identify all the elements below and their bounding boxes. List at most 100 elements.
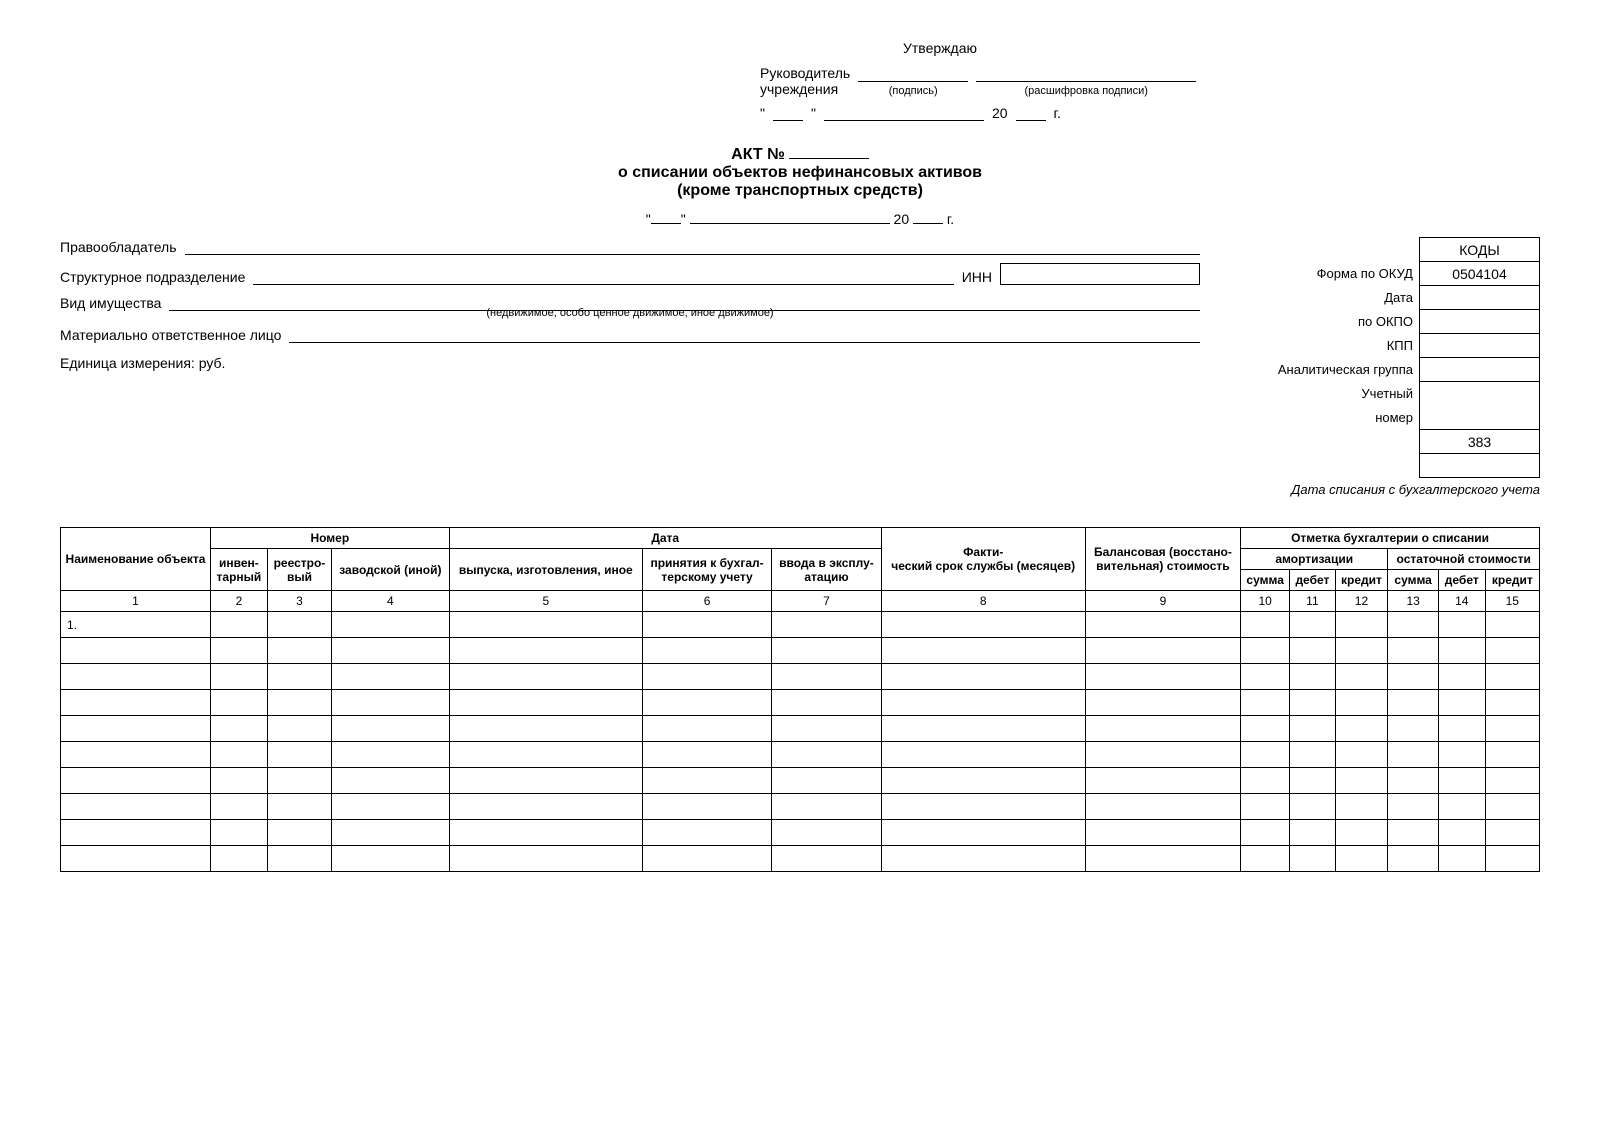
table-cell[interactable] bbox=[1485, 716, 1539, 742]
table-cell[interactable] bbox=[1485, 664, 1539, 690]
table-cell[interactable] bbox=[772, 794, 882, 820]
table-cell[interactable] bbox=[61, 768, 211, 794]
table-cell[interactable] bbox=[1438, 638, 1485, 664]
table-cell[interactable] bbox=[267, 820, 331, 846]
table-cell[interactable] bbox=[449, 664, 642, 690]
table-cell[interactable] bbox=[211, 612, 268, 638]
table-cell[interactable] bbox=[332, 768, 450, 794]
table-cell[interactable] bbox=[1485, 768, 1539, 794]
table-cell[interactable] bbox=[1335, 768, 1388, 794]
table-cell[interactable] bbox=[267, 690, 331, 716]
table-cell[interactable] bbox=[772, 716, 882, 742]
table-cell[interactable] bbox=[642, 716, 771, 742]
table-cell[interactable] bbox=[1388, 664, 1439, 690]
table-cell[interactable] bbox=[1241, 612, 1290, 638]
table-cell[interactable] bbox=[211, 794, 268, 820]
table-cell[interactable] bbox=[449, 820, 642, 846]
table-cell[interactable] bbox=[1085, 638, 1240, 664]
table-cell[interactable] bbox=[772, 742, 882, 768]
table-cell[interactable] bbox=[1388, 742, 1439, 768]
table-cell[interactable] bbox=[1438, 690, 1485, 716]
table-cell[interactable] bbox=[1335, 846, 1388, 872]
table-cell[interactable] bbox=[1241, 820, 1290, 846]
table-cell[interactable] bbox=[1290, 820, 1335, 846]
table-cell[interactable] bbox=[449, 638, 642, 664]
table-cell[interactable] bbox=[267, 638, 331, 664]
table-cell[interactable] bbox=[1241, 794, 1290, 820]
table-cell[interactable] bbox=[642, 690, 771, 716]
table-cell[interactable] bbox=[642, 794, 771, 820]
table-cell[interactable] bbox=[61, 638, 211, 664]
table-cell[interactable] bbox=[881, 794, 1085, 820]
table-cell[interactable] bbox=[332, 638, 450, 664]
table-cell[interactable] bbox=[1485, 820, 1539, 846]
table-cell[interactable] bbox=[267, 612, 331, 638]
table-cell[interactable] bbox=[211, 664, 268, 690]
table-cell[interactable] bbox=[1485, 846, 1539, 872]
table-cell[interactable] bbox=[211, 768, 268, 794]
table-cell[interactable] bbox=[772, 664, 882, 690]
inn-box[interactable] bbox=[1000, 263, 1200, 285]
table-cell[interactable] bbox=[1438, 664, 1485, 690]
table-cell[interactable] bbox=[1438, 716, 1485, 742]
table-cell[interactable] bbox=[61, 664, 211, 690]
table-cell[interactable] bbox=[642, 820, 771, 846]
table-cell[interactable] bbox=[211, 690, 268, 716]
table-cell[interactable] bbox=[1438, 768, 1485, 794]
table-cell[interactable] bbox=[211, 716, 268, 742]
table-cell[interactable] bbox=[1485, 742, 1539, 768]
table-cell[interactable] bbox=[772, 638, 882, 664]
table-cell[interactable] bbox=[1290, 794, 1335, 820]
table-cell[interactable] bbox=[1085, 690, 1240, 716]
table-cell[interactable] bbox=[881, 638, 1085, 664]
table-cell[interactable] bbox=[1085, 716, 1240, 742]
table-cell[interactable] bbox=[211, 638, 268, 664]
table-cell[interactable] bbox=[772, 690, 882, 716]
table-cell[interactable] bbox=[1290, 768, 1335, 794]
table-cell[interactable] bbox=[881, 768, 1085, 794]
table-cell[interactable] bbox=[772, 768, 882, 794]
table-cell[interactable] bbox=[332, 794, 450, 820]
table-cell[interactable] bbox=[267, 716, 331, 742]
table-cell[interactable] bbox=[1485, 690, 1539, 716]
table-cell[interactable] bbox=[449, 612, 642, 638]
table-cell[interactable] bbox=[1438, 612, 1485, 638]
table-cell[interactable] bbox=[881, 716, 1085, 742]
table-cell[interactable] bbox=[1241, 638, 1290, 664]
table-cell[interactable] bbox=[1388, 612, 1439, 638]
table-cell[interactable] bbox=[1485, 638, 1539, 664]
table-cell[interactable] bbox=[332, 820, 450, 846]
table-cell[interactable] bbox=[1388, 690, 1439, 716]
table-cell[interactable] bbox=[1388, 820, 1439, 846]
table-cell[interactable] bbox=[1241, 846, 1290, 872]
table-cell[interactable] bbox=[642, 664, 771, 690]
table-cell[interactable] bbox=[881, 820, 1085, 846]
table-cell[interactable] bbox=[1085, 794, 1240, 820]
table-cell[interactable] bbox=[267, 768, 331, 794]
table-cell[interactable] bbox=[61, 846, 211, 872]
table-cell[interactable] bbox=[1335, 820, 1388, 846]
table-cell[interactable] bbox=[211, 820, 268, 846]
table-cell[interactable] bbox=[1388, 716, 1439, 742]
table-cell[interactable] bbox=[1388, 768, 1439, 794]
table-cell[interactable] bbox=[61, 716, 211, 742]
table-cell[interactable] bbox=[1085, 768, 1240, 794]
table-cell[interactable] bbox=[1290, 846, 1335, 872]
table-cell[interactable] bbox=[642, 742, 771, 768]
table-cell[interactable] bbox=[1335, 638, 1388, 664]
table-cell[interactable] bbox=[1290, 664, 1335, 690]
table-cell[interactable] bbox=[1388, 794, 1439, 820]
table-cell[interactable] bbox=[1335, 742, 1388, 768]
table-cell[interactable] bbox=[449, 794, 642, 820]
table-cell[interactable] bbox=[1388, 846, 1439, 872]
table-cell[interactable] bbox=[772, 820, 882, 846]
table-cell[interactable] bbox=[1485, 794, 1539, 820]
table-cell[interactable] bbox=[1241, 690, 1290, 716]
table-cell[interactable] bbox=[332, 690, 450, 716]
table-cell[interactable] bbox=[1335, 794, 1388, 820]
table-cell[interactable] bbox=[881, 664, 1085, 690]
table-cell[interactable] bbox=[1241, 664, 1290, 690]
table-cell[interactable] bbox=[1438, 794, 1485, 820]
table-cell[interactable] bbox=[1388, 638, 1439, 664]
table-cell[interactable] bbox=[772, 846, 882, 872]
